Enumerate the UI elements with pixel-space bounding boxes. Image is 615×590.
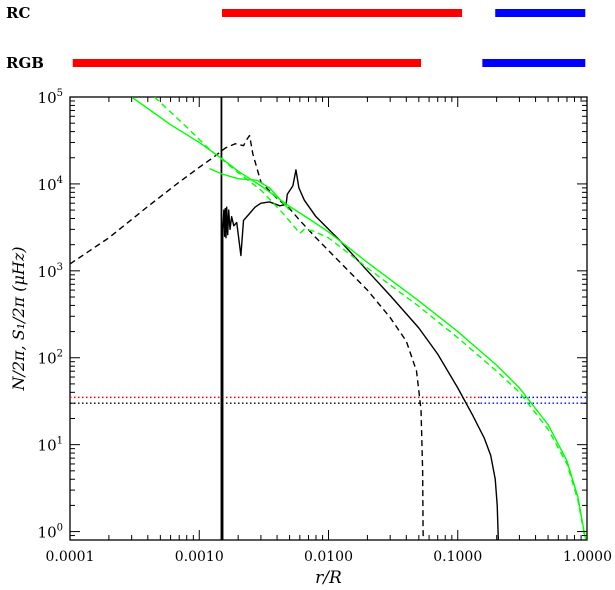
x-tick-label: 1.0000 — [563, 549, 612, 565]
top-bars: RC RGB — [6, 4, 586, 72]
y-tick-label: 100 — [38, 523, 63, 542]
series-5-line — [209, 167, 291, 211]
plot-frame — [69, 96, 588, 541]
x-tick-label: 0.1000 — [433, 549, 482, 565]
y-tick-label: 103 — [38, 262, 63, 281]
y-tick-label: 104 — [38, 175, 63, 194]
bar-rgb-segment-2 — [482, 59, 586, 67]
y-axis-label: N/2π, S₁/2π (μHz) — [9, 246, 28, 391]
x-tick-label: 0.0100 — [304, 549, 353, 565]
x-axis-label: r/R — [315, 568, 342, 588]
y-tick-label: 102 — [38, 349, 63, 368]
reference-lines — [70, 396, 587, 404]
series-2-line — [70, 134, 424, 540]
y-tick-label: 105 — [38, 88, 63, 107]
y-tick-label: 101 — [38, 436, 63, 455]
bar-rgb-segment-1 — [72, 59, 422, 67]
bar-label-rc: RC — [6, 4, 30, 22]
series-group — [70, 97, 587, 540]
series-3-line — [131, 97, 587, 540]
x-tick-label: 0.0010 — [175, 549, 224, 565]
series-4-line — [153, 97, 587, 540]
bar-rc-segment-1 — [222, 9, 463, 17]
axis-ticks: 0.0001 0.0010 0.0100 0.1000 1.0000 100 101 102 1… — [38, 88, 612, 565]
series-1-line — [220, 97, 500, 540]
x-tick-label: 0.0001 — [46, 549, 95, 565]
bar-rc-segment-2 — [495, 9, 586, 17]
bar-label-rgb: RGB — [6, 54, 44, 72]
